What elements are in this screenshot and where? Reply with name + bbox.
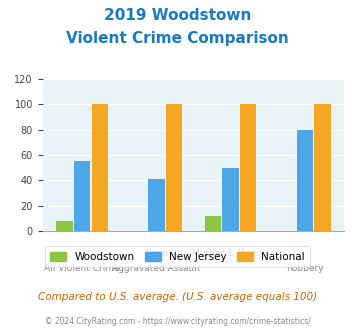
Text: Robbery: Robbery — [286, 264, 323, 273]
Text: 2019 Woodstown: 2019 Woodstown — [104, 8, 251, 23]
Text: Rape: Rape — [145, 249, 168, 258]
Bar — [222, 168, 239, 231]
Text: Aggravated Assault: Aggravated Assault — [112, 264, 201, 273]
Text: Murder & Mans...: Murder & Mans... — [192, 249, 269, 258]
Text: All Violent Crime: All Violent Crime — [44, 264, 120, 273]
Bar — [204, 216, 221, 231]
Bar — [296, 130, 313, 231]
Bar — [166, 105, 182, 231]
Text: Compared to U.S. average. (U.S. average equals 100): Compared to U.S. average. (U.S. average … — [38, 292, 317, 302]
Bar — [56, 221, 73, 231]
Text: Violent Crime Comparison: Violent Crime Comparison — [66, 31, 289, 46]
Legend: Woodstown, New Jersey, National: Woodstown, New Jersey, National — [45, 247, 310, 267]
Text: © 2024 CityRating.com - https://www.cityrating.com/crime-statistics/: © 2024 CityRating.com - https://www.city… — [45, 317, 310, 326]
Bar — [148, 179, 165, 231]
Bar — [92, 105, 108, 231]
Bar — [240, 105, 257, 231]
Bar — [74, 161, 91, 231]
Bar — [314, 105, 331, 231]
